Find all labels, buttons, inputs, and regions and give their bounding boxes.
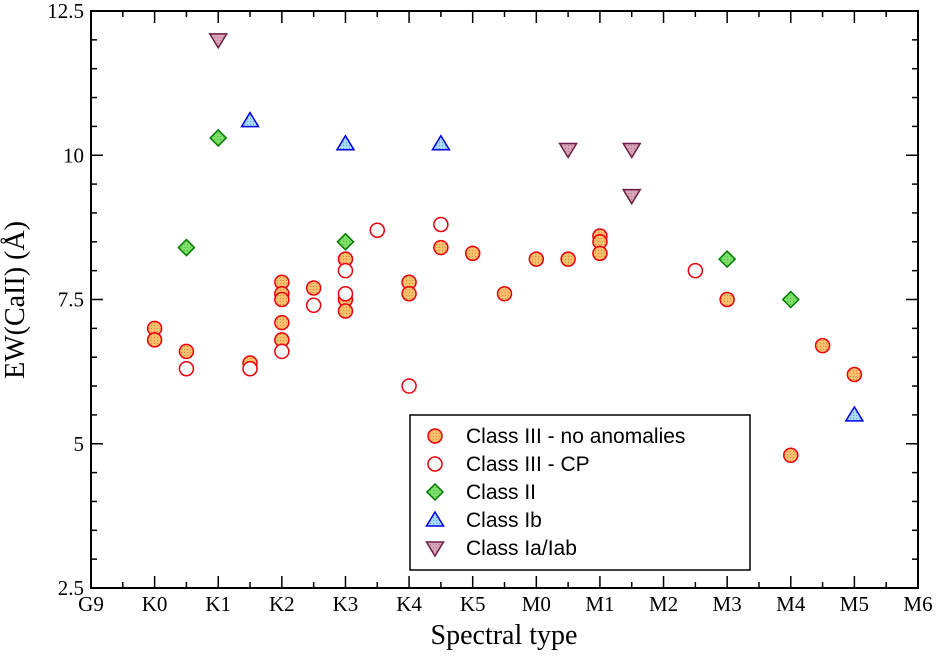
- legend-label: Class II: [466, 481, 536, 504]
- x-tick-label: K4: [396, 592, 422, 616]
- series-2: [177, 128, 800, 309]
- y-tick-label: 5: [74, 432, 85, 456]
- series-4: [208, 33, 642, 206]
- x-tick-label: M5: [840, 592, 869, 616]
- y-axis-title: EW(CaII) (Å): [0, 221, 31, 379]
- data-point: [337, 303, 354, 319]
- x-tick-label: M1: [585, 592, 614, 616]
- data-point: [337, 285, 354, 302]
- y-tick-label: 2.5: [58, 576, 84, 600]
- legend-marker: [425, 510, 445, 527]
- data-point: [719, 291, 735, 308]
- data-point: [336, 232, 355, 251]
- data-point: [208, 33, 229, 50]
- data-point: [560, 251, 576, 267]
- y-tick-label: 12.5: [47, 0, 84, 23]
- x-axis-title: Spectral type: [431, 620, 578, 651]
- data-point: [687, 262, 704, 279]
- legend-marker: [425, 482, 445, 502]
- legend-marker: [425, 541, 445, 558]
- data-point: [401, 378, 417, 394]
- legend-label: Class Ia/Iab: [466, 537, 577, 560]
- data-point: [178, 343, 195, 360]
- data-point: [783, 447, 799, 464]
- axis-ticks: [90, 10, 919, 589]
- data-point: [528, 251, 545, 267]
- data-point: [433, 239, 449, 256]
- data-point: [431, 134, 451, 151]
- x-tick-label: K5: [460, 592, 486, 616]
- data-point: [305, 297, 322, 314]
- legend-marker: [427, 456, 443, 472]
- data-point: [592, 245, 608, 262]
- x-tick-label: M3: [713, 592, 742, 616]
- data-point: [337, 262, 354, 279]
- y-tick-label: 10: [63, 143, 84, 167]
- data-point: [178, 360, 195, 377]
- data-points: [146, 33, 865, 464]
- data-point: [240, 111, 260, 128]
- data-point: [814, 337, 831, 354]
- data-point: [433, 216, 449, 233]
- data-point: [718, 250, 737, 269]
- x-tick-label: G9: [78, 592, 104, 616]
- x-tick-label: M6: [903, 592, 932, 616]
- legend-label: Class III - CP: [466, 453, 590, 476]
- x-tick-label: K3: [333, 592, 359, 616]
- data-point: [242, 360, 258, 377]
- data-point: [781, 290, 800, 309]
- data-point: [496, 285, 513, 302]
- legend-label: Class Ib: [466, 509, 542, 532]
- series-0: [146, 228, 863, 464]
- data-point: [209, 128, 228, 148]
- data-point: [844, 405, 865, 422]
- legend-box: [409, 414, 751, 571]
- data-point: [464, 245, 481, 262]
- axis-tick-labels: G9 K0 K1 K2 K3 K4 K5 M0 M1 M2 M3 M4 M5 M6 2.5 5 7.5 10 12.…: [47, 0, 932, 616]
- x-tick-label: M4: [776, 592, 806, 616]
- x-tick-label: K0: [142, 592, 168, 616]
- data-point: [305, 280, 322, 296]
- series-1: [178, 216, 704, 394]
- data-point: [177, 238, 196, 257]
- data-point: [369, 222, 386, 239]
- x-tick-label: M0: [522, 592, 551, 616]
- y-tick-label: 7.5: [58, 288, 84, 312]
- data-point: [846, 366, 863, 383]
- data-point: [401, 285, 417, 302]
- x-tick-label: K1: [205, 592, 231, 616]
- x-tick-label: M2: [649, 592, 678, 616]
- data-point: [335, 134, 356, 151]
- data-point: [274, 291, 290, 308]
- legend-marker: [427, 428, 443, 444]
- x-tick-label: K2: [269, 592, 295, 616]
- data-point: [146, 332, 163, 348]
- data-point: [621, 188, 642, 206]
- data-point: [274, 314, 290, 331]
- series-3: [240, 111, 865, 422]
- data-point: [558, 142, 578, 159]
- legend-label: Class III - no anomalies: [466, 425, 685, 448]
- data-point: [274, 343, 290, 360]
- data-point: [621, 142, 642, 159]
- legend: Class III - no anomalies Class III - CP Cl…: [409, 414, 751, 571]
